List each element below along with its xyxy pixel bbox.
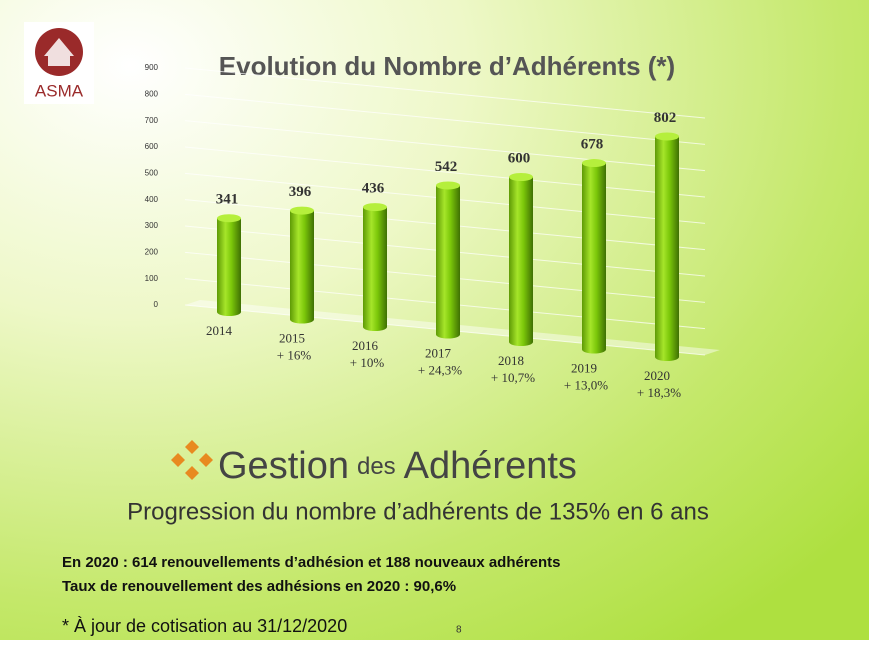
heading-small: des — [357, 453, 396, 480]
grid-line — [184, 67, 706, 119]
heading-last: Adhérents — [404, 445, 577, 487]
chart: 0 100 200 300 400 500 600 700 800 900 341 2014 396 20… — [145, 63, 720, 400]
grid-line — [184, 120, 706, 172]
bar-top — [509, 173, 533, 181]
heading: Gestion des Adhérents — [218, 445, 577, 487]
grid-line — [184, 146, 706, 198]
heading-first: Gestion — [218, 445, 349, 487]
y-tick-label: 400 — [145, 195, 159, 204]
bar-top — [436, 181, 460, 190]
logo-text: ASMA — [35, 81, 84, 100]
bar — [436, 185, 460, 339]
bar-top — [217, 214, 241, 223]
data-label: 802 — [654, 110, 677, 126]
growth-label: + 13,0% — [564, 377, 608, 392]
y-tick-label: 700 — [145, 116, 159, 125]
growth-label: + 10,7% — [491, 370, 535, 385]
bar-top — [363, 203, 387, 212]
bar — [363, 207, 387, 331]
x-tick-label: 2018 — [498, 353, 524, 368]
x-tick-label: 2020 — [644, 368, 670, 383]
y-tick-label: 200 — [145, 247, 159, 256]
chart-title: Evolution du Nombre d’Adhérents (*) — [219, 51, 675, 81]
logo-house — [44, 38, 74, 66]
note: En 2020 : 614 renouvellements d’adhésion… — [62, 554, 561, 571]
growth-label: + 10% — [350, 355, 385, 370]
y-tick-label: 100 — [145, 274, 159, 283]
bottom-strip — [0, 640, 869, 654]
data-label: 436 — [362, 181, 385, 197]
data-label: 600 — [508, 150, 531, 166]
bar — [582, 163, 606, 354]
x-tick-label: 2014 — [206, 323, 233, 338]
bar-top — [655, 132, 679, 141]
heading-icon — [171, 440, 213, 480]
y-tick-label: 0 — [154, 300, 159, 309]
data-label: 396 — [289, 184, 312, 200]
bar-top — [582, 159, 606, 168]
y-tick-label: 500 — [145, 168, 159, 177]
subtitle: Progression du nombre d’adhérents de 135… — [127, 498, 709, 525]
y-tick-label: 300 — [145, 221, 159, 230]
diamond — [185, 466, 199, 480]
grid-line — [184, 93, 706, 145]
footnote: * À jour de cotisation au 31/12/2020 — [62, 616, 347, 636]
diamond — [185, 440, 199, 454]
y-tick-label: 600 — [145, 142, 159, 151]
bar — [290, 210, 314, 324]
bar — [509, 177, 533, 346]
data-label: 341 — [216, 192, 239, 208]
growth-label: + 24,3% — [418, 362, 462, 377]
x-tick-label: 2017 — [425, 345, 452, 360]
y-tick-label: 900 — [145, 63, 159, 72]
bar-top — [290, 206, 314, 215]
page-number: 8 — [456, 625, 462, 636]
data-label: 678 — [581, 136, 604, 152]
growth-label: + 16% — [277, 347, 312, 362]
note: Taux de renouvellement des adhésions en … — [62, 578, 456, 595]
x-tick-label: 2016 — [352, 338, 379, 353]
x-tick-label: 2019 — [571, 360, 597, 375]
bar — [655, 136, 679, 361]
bar — [217, 218, 241, 316]
data-label: 542 — [435, 159, 458, 175]
diamond — [199, 453, 213, 467]
x-tick-label: 2015 — [279, 330, 305, 345]
logo: ASMA — [24, 22, 94, 104]
diamond — [171, 453, 185, 467]
growth-label: + 18,3% — [637, 385, 681, 400]
y-tick-label: 800 — [145, 89, 159, 98]
